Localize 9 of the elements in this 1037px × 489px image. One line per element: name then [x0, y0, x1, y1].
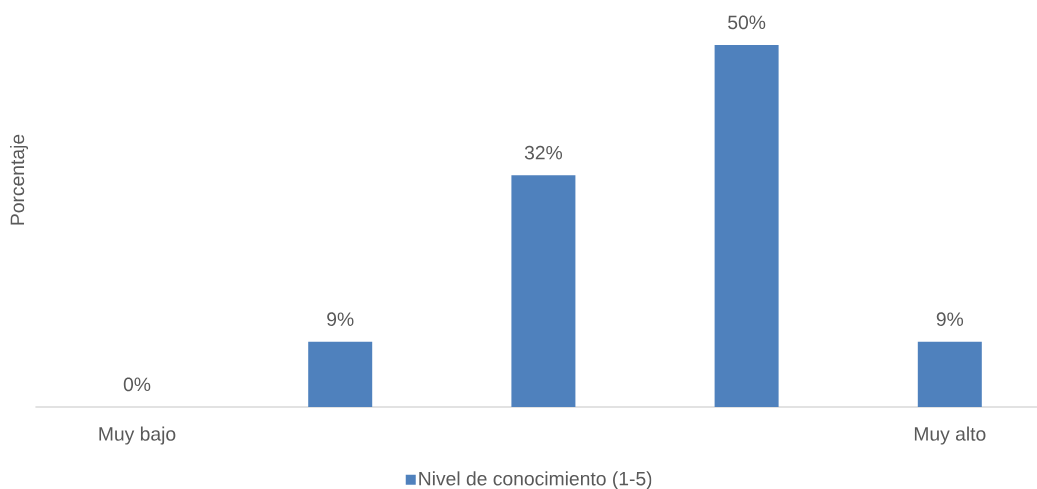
x-tick-label: Muy alto — [914, 426, 986, 445]
data-label: 50% — [728, 15, 766, 30]
data-label: 9% — [936, 312, 964, 327]
legend-label: Nivel de conocimiento (1-5) — [419, 471, 652, 489]
data-label: 0% — [123, 377, 151, 392]
data-label: 32% — [524, 145, 563, 160]
y-axis-title: Porcentaje — [10, 134, 28, 225]
x-tick-label: Muy bajo — [99, 426, 176, 445]
data-label: 9% — [327, 312, 354, 327]
